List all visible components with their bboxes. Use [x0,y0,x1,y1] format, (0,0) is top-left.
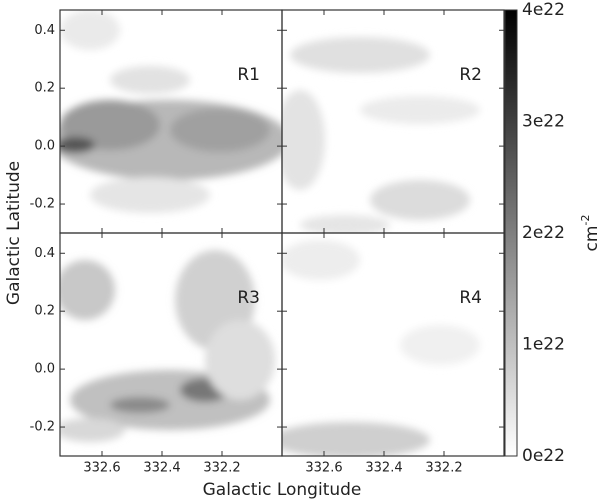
colorbar-tick-label: 1e22 [522,335,565,355]
panel-label: R1 [237,65,260,85]
x-axis-label: Galactic Longitude [203,480,362,500]
axes: R1 0.4 0.2 0.0 -0.2 R2 R3 332.6 332.4 332.2 0.4 0.2… [30,0,565,476]
x-tick-label: 332.2 [203,461,240,476]
panel-label: R3 [237,288,260,308]
map-texture [60,10,282,213]
y-tick-label: 0.0 [34,139,55,154]
colorbar-unit: cm [582,226,602,252]
x-tick-label: 332.6 [83,461,120,476]
x-tick-label: 332.2 [425,461,462,476]
colorbar-label: cm-2 [579,215,602,252]
map-texture [282,37,480,233]
map-texture [282,240,480,456]
y-tick-label: 0.4 [34,246,55,261]
y-tick-label: 0.2 [34,304,55,319]
colorbar-tick-label: 0e22 [522,446,565,466]
panel-label: R2 [459,65,482,85]
colorbar-tick-label: 2e22 [522,223,565,243]
y-tick-label: 0.0 [34,362,55,377]
panel-label: R4 [459,288,482,308]
x-tick-label: 332.6 [305,461,342,476]
x-tick-label: 332.4 [143,461,180,476]
x-tick-label: 332.4 [365,461,402,476]
colorbar [504,9,518,457]
y-tick-label: 0.2 [34,81,55,96]
y-tick-label: -0.2 [30,197,55,212]
colorbar-tick-label: 3e22 [522,112,565,132]
panel-frame [281,232,505,457]
colorbar-tick-label: 4e22 [522,0,565,20]
y-axis-label: Galactic Latitude [4,161,24,305]
map-texture [60,250,275,442]
colorbar-unit-exponent: -2 [579,215,592,226]
y-tick-label: 0.4 [34,23,55,38]
y-tick-label: -0.2 [30,420,55,435]
